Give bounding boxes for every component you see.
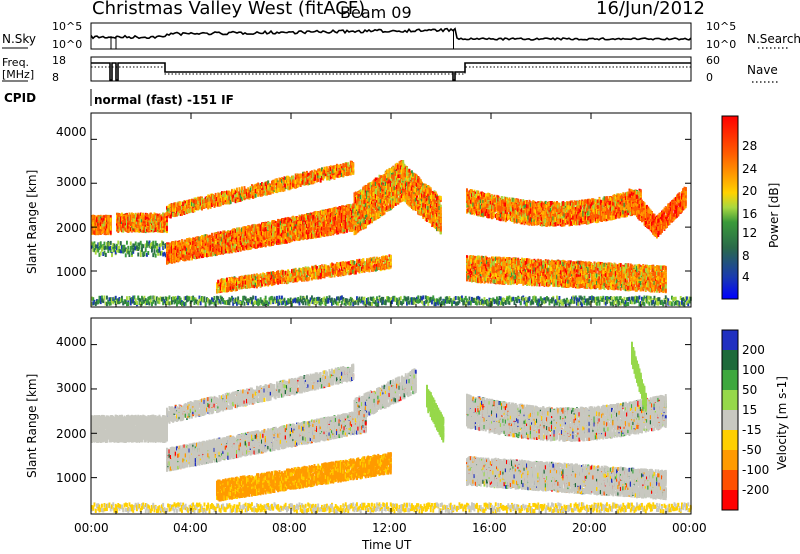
freq-trace <box>91 63 691 80</box>
power-early-lower <box>142 244 144 248</box>
freq-unit: [MHz] <box>2 68 34 81</box>
cpid-text: normal (fast) -151 IF <box>94 93 234 107</box>
power-early-lower <box>139 246 141 250</box>
nave-label: Nave <box>747 63 778 77</box>
power-panel: 4000 3000 2000 1000 Slant Range [km] <box>25 113 692 307</box>
power-early-lower <box>127 246 129 250</box>
date-label: 16/Jun/2012 <box>596 0 705 19</box>
power-early-lower <box>137 253 139 257</box>
power-early-lower <box>111 253 113 257</box>
nave-tick-top: 60 <box>706 54 720 67</box>
power-early-lower <box>152 241 154 245</box>
nsky-tick-top: 10^5 <box>52 20 82 33</box>
beam-label: Beam 09 <box>340 3 412 22</box>
nsky-tick-bottom: 10^0 <box>52 38 82 51</box>
nsearch-tick-top: 10^5 <box>706 20 736 33</box>
power-early-lower <box>126 241 128 245</box>
power-early-lower <box>154 249 156 253</box>
power-early-lower <box>135 242 137 246</box>
freq-frame <box>91 57 691 81</box>
cpid-label: CPID <box>4 91 36 105</box>
nsky-panel: N.Sky 10^5 10^0 10^5 10^0 N.Search <box>2 20 800 51</box>
power-early-lower <box>100 252 102 256</box>
freq-tick-top: 18 <box>52 54 66 67</box>
power-early-lower <box>147 251 149 255</box>
power-early-band <box>110 226 112 230</box>
power-early-lower <box>125 253 127 257</box>
power-early-lower <box>110 241 112 245</box>
power-early-lower <box>151 249 153 253</box>
power-early-lower <box>105 253 107 257</box>
station-title: Christmas Valley West (fitACF) <box>92 0 365 19</box>
power-early-lower <box>159 247 161 251</box>
power-early-lower <box>155 254 157 258</box>
power-early-lower <box>104 242 106 246</box>
power-early-lower <box>130 242 132 246</box>
nsearch-label: N.Search <box>747 32 800 46</box>
nsky-trace <box>91 29 691 40</box>
freq-panel: Freq. [MHz] 18 8 60 0 Nave <box>2 54 780 84</box>
nsearch-tick-bottom: 10^0 <box>706 38 736 51</box>
power-early-lower <box>120 241 122 245</box>
nsky-label: N.Sky <box>2 32 36 46</box>
freq-tick-bottom: 8 <box>52 71 59 84</box>
nave-tick-bottom: 0 <box>706 71 713 84</box>
power-early-lower <box>117 241 119 245</box>
power-early-band <box>110 231 112 235</box>
power-early-lower <box>145 248 147 252</box>
power-early-band <box>110 218 112 222</box>
power-early-band-2 <box>166 226 168 230</box>
nave-trace <box>91 67 691 74</box>
